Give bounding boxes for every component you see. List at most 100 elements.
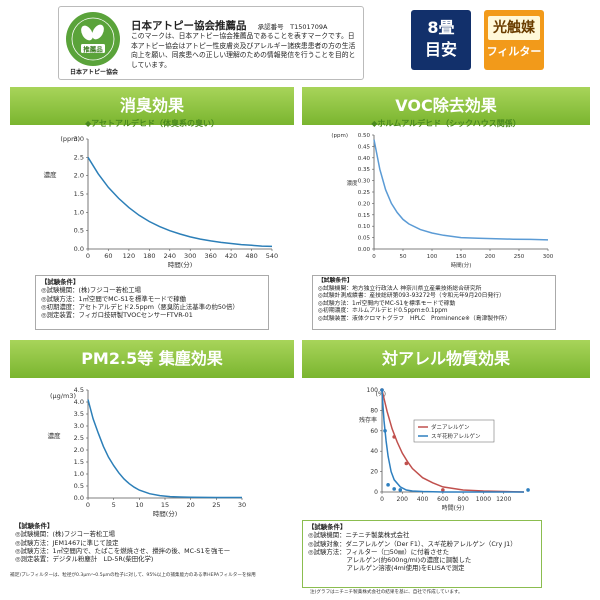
y-tick-label: 0.10 xyxy=(358,224,371,230)
y-tick-label: 0.5 xyxy=(74,227,84,235)
condition-line: ◎試験計測成績書：産技総研第093-93272号（令和元年9月20日発行） xyxy=(318,293,505,300)
condition-line: ◎試験方法：1㎥空間内で、たばこを燃焼させ、攪拌の後、MC-S1を強モードで稼働 xyxy=(15,546,232,555)
condition-line: ◎測定装置：デジタル粉塵計 LD-5R(柴田化学) xyxy=(15,555,154,564)
y-tick-label: 2.0 xyxy=(74,446,84,454)
data-point xyxy=(392,487,396,491)
x-axis-label: 時間(分) xyxy=(442,504,465,512)
voc-removal-panel: VOC除去効果 ◆ホルムアルデヒド（シックハウス関係） 0.00 0.05 0.10… xyxy=(302,87,590,332)
y-tick-label: 0.30 xyxy=(358,179,371,185)
y-tick-label: 3.0 xyxy=(74,135,84,143)
series-line-1 xyxy=(381,389,524,493)
x-tick-label: 200 xyxy=(397,496,409,503)
x-tick-label: 180 xyxy=(143,252,155,260)
condition-line: ◎試験機関：地方独立行政法人 神奈川県立産業技術総合研究所 xyxy=(318,285,482,292)
x-tick-label: 25 xyxy=(212,501,220,509)
y-tick-label: 2.5 xyxy=(74,434,84,442)
deodorizing-title: 消臭効果 xyxy=(119,96,184,115)
x-tick-label: 300 xyxy=(543,254,554,260)
deodorizing-subtitle: ◆アセトアルデヒド（体臭系の臭い） xyxy=(85,119,219,128)
condition-line: ◎試験対象：ダニアレルゲン（Der F1）、スギ花粉アレルゲン（Cry J1） xyxy=(308,539,517,548)
x-tick-label: 150 xyxy=(456,254,467,260)
tatami-size-badge: 8畳 目安 xyxy=(411,10,471,70)
x-tick-label: 400 xyxy=(417,496,429,503)
y-tick-label: 3.5 xyxy=(74,410,84,418)
panel-header xyxy=(10,87,294,125)
x-tick-label: 200 xyxy=(485,254,496,260)
series-line-0 xyxy=(381,389,525,493)
x-tick-label: 360 xyxy=(204,252,216,260)
y-tick-label: 0.40 xyxy=(358,156,371,162)
pm25-collection-chart-svg: 0.0 0.5 1.0 1.5 2.0 2.5 3.0 3.5 4.0 4.5 0 5 10 15 20 25… xyxy=(48,386,247,518)
y-tick-label: 0.45 xyxy=(358,144,371,150)
y-tick-label: 0 xyxy=(374,489,378,496)
data-point xyxy=(392,435,396,439)
data-point xyxy=(441,488,445,492)
x-tick-label: 0 xyxy=(372,254,376,260)
x-tick-label: 5 xyxy=(112,501,116,509)
y-axis-label: 残存率 xyxy=(359,416,377,424)
tatami-badge-line1: 8畳 xyxy=(427,18,455,37)
tatami-badge-line2: 目安 xyxy=(424,40,457,59)
y-axis-unit: (ppm) xyxy=(60,135,80,143)
panel-header xyxy=(302,340,590,378)
deodorizing-chart-svg: 0.0 0.5 1.0 1.5 2.0 2.5 3.0 0 60 120 180 240 300 360 4… xyxy=(44,135,279,269)
y-axis-label: 濃度 xyxy=(48,431,62,440)
condition-line: ◎測定装置：フィガロ技研製TVOCセンサーFTVR-01 xyxy=(41,311,193,320)
data-point xyxy=(398,488,403,492)
data-point xyxy=(526,488,530,492)
series-line-0 xyxy=(87,156,273,248)
x-tick-label: 100 xyxy=(427,254,438,260)
x-tick-label: 480 xyxy=(245,252,257,260)
y-tick-label: 0.35 xyxy=(358,167,371,173)
y-tick-label: 0.0 xyxy=(74,245,84,253)
certification-title: 日本アトピー協会推薦品 xyxy=(131,20,247,32)
panel-header xyxy=(302,87,590,125)
y-axis-unit: (ppm) xyxy=(331,133,348,139)
data-point xyxy=(383,429,387,433)
x-axis-label: 時間(分) xyxy=(153,509,178,518)
x-tick-label: 20 xyxy=(187,501,195,509)
x-tick-label: 1200 xyxy=(496,496,511,503)
certification-description: このマークは、日本アトピー協会推薦品であることを表すマークです。日本アトピー協会… xyxy=(131,32,356,69)
seal-text: 推薦品 xyxy=(83,45,103,54)
certification-heading: 日本アトピー協会推薦品 承認番号 T1501709A xyxy=(131,14,327,33)
conditions-header: 【試験条件】 xyxy=(41,278,80,286)
x-tick-label: 1000 xyxy=(476,496,491,503)
anti-allergen-panel: 対アレル物質効果 0 20 40 60 80 100 0 200 400 600 800 1000 12… xyxy=(302,340,590,598)
y-tick-label: 60 xyxy=(370,428,378,435)
x-tick-label: 800 xyxy=(457,496,469,503)
voc-removal-chart: 0.00 0.05 0.10 0.15 0.20 0.25 0.30 0.35 0.40 0.45… xyxy=(302,131,590,273)
x-tick-label: 0 xyxy=(86,252,90,260)
condition-line: ◎試験方法：フィルター（□50㎜）に付着させた xyxy=(308,547,450,556)
certification-number: 承認番号 T1501709A xyxy=(257,23,328,31)
condition-line: ◎試験方法：1㎥空間内でMC-S1を標準モードで稼動 xyxy=(318,300,456,307)
x-tick-label: 250 xyxy=(514,254,525,260)
x-tick-label: 300 xyxy=(184,252,196,260)
voc-removal-test-conditions: 【試験条件】 ◎試験機関：地方独立行政法人 神奈川県立産業技術総合研究所 ◎試験… xyxy=(312,275,556,330)
y-tick-label: 1.5 xyxy=(74,190,84,198)
condition-line: ◎試験機関：(株)フジコー若松工場 xyxy=(41,286,142,295)
y-tick-label: 1.5 xyxy=(74,458,84,466)
pm25-collection-chart: 0.0 0.5 1.0 1.5 2.0 2.5 3.0 3.5 4.0 4.5 0 5 10 15 20 25… xyxy=(10,376,294,526)
y-tick-label: 0.05 xyxy=(358,236,371,242)
anti-allergen-test-conditions: 【試験条件】 ◎試験機関：ニチニチ製薬株式会社 ◎試験対象：ダニアレルゲン（De… xyxy=(302,520,542,588)
y-tick-label: 2.0 xyxy=(74,172,84,180)
y-axis-unit: (%) xyxy=(376,391,386,398)
photocatalyst-badge-line2: フィルター xyxy=(486,45,542,58)
voc-removal-title: VOC除去効果 xyxy=(395,96,497,115)
y-tick-label: 1.0 xyxy=(74,208,84,216)
deodorizing-panel: 消臭効果 ◆アセトアルデヒド（体臭系の臭い） 0.0 0.5 1.0 1.5 2.0 2.… xyxy=(10,87,294,332)
x-tick-label: 120 xyxy=(123,252,135,260)
y-tick-label: 20 xyxy=(370,469,378,476)
data-point xyxy=(404,461,409,466)
x-tick-label: 540 xyxy=(266,252,278,260)
y-axis-unit: (μg/m3) xyxy=(50,392,76,400)
data-point xyxy=(380,388,384,392)
conditions-header: 【試験条件】 xyxy=(15,522,54,530)
series-line-0 xyxy=(373,139,549,241)
atopy-association-seal-logo: 推薦品 xyxy=(66,12,120,66)
y-tick-label: 0.0 xyxy=(74,494,84,502)
y-tick-label: 1.0 xyxy=(74,470,84,478)
condition-line: アレルゲン溶液(4ml使用)をELISAで測定 xyxy=(308,564,465,573)
data-point xyxy=(386,483,390,487)
